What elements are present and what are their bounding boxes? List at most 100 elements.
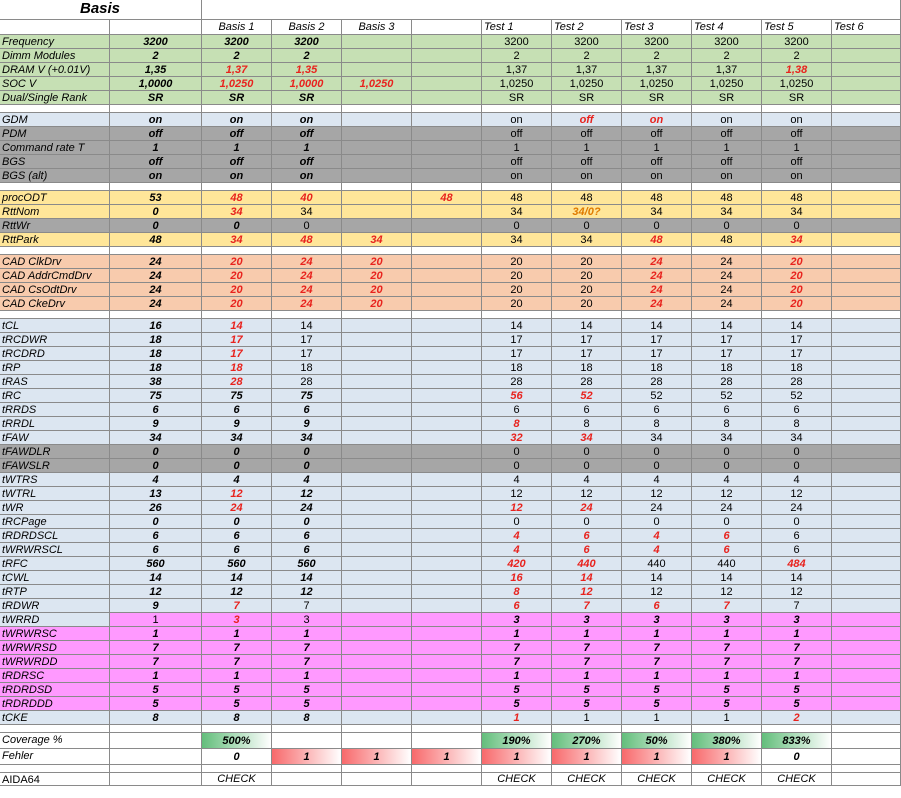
table-cell[interactable]: 1	[482, 749, 552, 765]
table-cell[interactable]: 1,0250	[202, 77, 272, 91]
table-cell[interactable]: 7	[272, 641, 342, 655]
empty-cell[interactable]	[202, 183, 272, 191]
table-cell[interactable]	[342, 711, 412, 725]
row-label[interactable]: tRFC	[0, 557, 110, 571]
table-cell[interactable]	[412, 269, 482, 283]
row-label[interactable]: RttWr	[0, 219, 110, 233]
empty-cell[interactable]	[342, 247, 412, 255]
table-cell[interactable]: 12	[110, 585, 202, 599]
table-cell[interactable]	[342, 169, 412, 183]
table-cell[interactable]: off	[202, 127, 272, 141]
table-cell[interactable]	[832, 127, 901, 141]
table-cell[interactable]: 75	[110, 389, 202, 403]
row-label[interactable]: tFAW	[0, 431, 110, 445]
table-cell[interactable]: 17	[692, 347, 762, 361]
table-cell[interactable]: 14	[692, 319, 762, 333]
table-cell[interactable]: 1	[202, 669, 272, 683]
table-cell[interactable]: 34	[202, 431, 272, 445]
table-cell[interactable]: 34	[342, 233, 412, 247]
table-cell[interactable]	[342, 445, 412, 459]
row-label[interactable]: Frequency	[0, 35, 110, 49]
table-cell[interactable]: 4	[272, 473, 342, 487]
empty-cell[interactable]	[0, 765, 110, 773]
table-cell[interactable]	[412, 283, 482, 297]
table-cell[interactable]	[412, 113, 482, 127]
table-cell[interactable]	[272, 733, 342, 749]
table-cell[interactable]: on	[202, 169, 272, 183]
table-cell[interactable]: 1	[272, 749, 342, 765]
table-cell[interactable]	[832, 319, 901, 333]
table-cell[interactable]: 48	[272, 233, 342, 247]
row-label[interactable]: tRCPage	[0, 515, 110, 529]
table-cell[interactable]: 5	[202, 697, 272, 711]
table-cell[interactable]: 17	[202, 347, 272, 361]
table-cell[interactable]	[412, 585, 482, 599]
table-cell[interactable]	[412, 571, 482, 585]
empty-cell[interactable]	[832, 247, 901, 255]
table-cell[interactable]: 4	[762, 473, 832, 487]
table-cell[interactable]: 1	[342, 749, 412, 765]
table-cell[interactable]	[342, 473, 412, 487]
empty-cell[interactable]	[0, 311, 110, 319]
table-cell[interactable]: 34	[762, 233, 832, 247]
table-cell[interactable]: 20	[552, 255, 622, 269]
table-cell[interactable]: off	[272, 127, 342, 141]
table-cell[interactable]: 24	[692, 269, 762, 283]
table-cell[interactable]: 3200	[110, 35, 202, 49]
table-cell[interactable]: 7	[202, 599, 272, 613]
table-cell[interactable]	[342, 417, 412, 431]
table-cell[interactable]: 14	[622, 571, 692, 585]
table-cell[interactable]: 17	[622, 333, 692, 347]
table-cell[interactable]: off	[622, 155, 692, 169]
table-cell[interactable]: SR	[552, 91, 622, 105]
table-cell[interactable]: 48	[110, 233, 202, 247]
table-cell[interactable]: 14	[202, 319, 272, 333]
table-cell[interactable]	[342, 627, 412, 641]
table-cell[interactable]	[342, 155, 412, 169]
row-label[interactable]: tRC	[0, 389, 110, 403]
table-cell[interactable]: 6	[552, 529, 622, 543]
table-cell[interactable]	[832, 389, 901, 403]
table-cell[interactable]: 0	[272, 219, 342, 233]
empty-cell[interactable]	[110, 105, 202, 113]
table-cell[interactable]: 20	[762, 255, 832, 269]
table-cell[interactable]: 17	[692, 333, 762, 347]
row-label[interactable]: BGS (alt)	[0, 169, 110, 183]
table-cell[interactable]	[412, 127, 482, 141]
empty-cell[interactable]	[762, 247, 832, 255]
table-cell[interactable]	[342, 697, 412, 711]
empty-cell[interactable]	[762, 105, 832, 113]
table-cell[interactable]	[412, 233, 482, 247]
table-cell[interactable]	[412, 63, 482, 77]
empty-cell[interactable]	[412, 765, 482, 773]
empty-cell[interactable]	[272, 311, 342, 319]
sheet-title[interactable]: Basis	[0, 0, 202, 20]
table-cell[interactable]	[342, 683, 412, 697]
table-cell[interactable]: 20	[552, 297, 622, 311]
table-cell[interactable]	[832, 417, 901, 431]
table-cell[interactable]: 7	[692, 599, 762, 613]
table-cell[interactable]: 28	[272, 375, 342, 389]
table-cell[interactable]: on	[692, 113, 762, 127]
table-cell[interactable]: 1	[552, 711, 622, 725]
table-cell[interactable]: 5	[692, 683, 762, 697]
table-cell[interactable]: 12	[202, 585, 272, 599]
empty-cell[interactable]	[762, 311, 832, 319]
table-cell[interactable]	[342, 557, 412, 571]
table-cell[interactable]: 28	[622, 375, 692, 389]
table-cell[interactable]: 2	[762, 711, 832, 725]
table-cell[interactable]: 24	[110, 269, 202, 283]
row-label[interactable]: tWRWRDD	[0, 655, 110, 669]
table-cell[interactable]: 14	[272, 571, 342, 585]
table-cell[interactable]	[412, 255, 482, 269]
table-cell[interactable]	[412, 141, 482, 155]
empty-cell[interactable]	[692, 311, 762, 319]
empty-cell[interactable]	[272, 247, 342, 255]
table-cell[interactable]	[342, 113, 412, 127]
table-cell[interactable]: 24	[622, 269, 692, 283]
table-cell[interactable]: 3200	[762, 35, 832, 49]
table-cell[interactable]: 6	[202, 543, 272, 557]
table-cell[interactable]: on	[202, 113, 272, 127]
table-cell[interactable]: 24	[272, 297, 342, 311]
row-label[interactable]: tFAWDLR	[0, 445, 110, 459]
